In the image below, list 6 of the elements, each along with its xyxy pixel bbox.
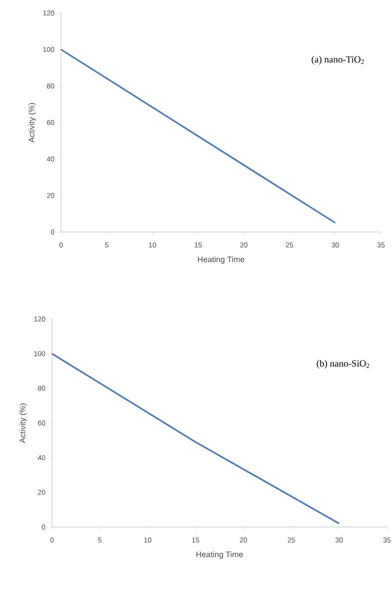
annotation: (b) nano-SiO$_{2}$	[316, 360, 370, 369]
y-axis-title: Activity (%)	[28, 103, 36, 142]
y-axis-title: Activity (%)	[19, 404, 27, 443]
annotation: (a) nano-TiO$_{2}$	[312, 56, 364, 65]
x-axis-title: Heating Time	[198, 256, 244, 264]
x-axis-title: Heating Time	[196, 551, 243, 559]
